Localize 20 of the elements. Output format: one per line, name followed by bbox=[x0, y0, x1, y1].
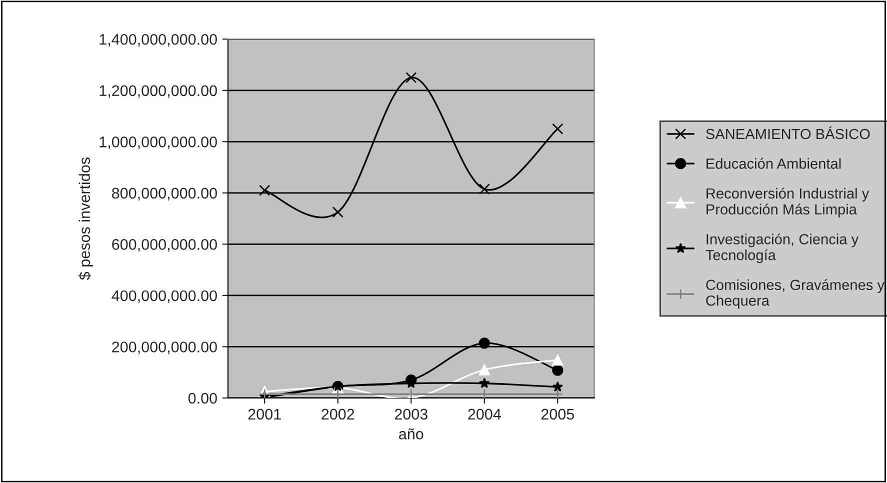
y-tick-label: 1,000,000,000.00 bbox=[100, 136, 217, 150]
legend-label: Investigación, Ciencia y Tecnología bbox=[706, 233, 859, 264]
x-tick-label: 2004 bbox=[468, 408, 501, 420]
y-tick-label: 400,000,000.00 bbox=[112, 290, 217, 303]
x-tick-label: 2005 bbox=[541, 408, 574, 420]
x-axis-title: año bbox=[399, 428, 424, 440]
legend-label: Comisiones, Gravámenes y Chequera bbox=[706, 279, 884, 309]
x-tick-label: 2002 bbox=[322, 408, 354, 420]
y-tick-label: 1,400,000,000.00 bbox=[100, 34, 217, 47]
legend-label: Educación Ambiental bbox=[706, 158, 841, 169]
y-tick-label: 200,000,000.00 bbox=[112, 342, 217, 354]
x-tick-label: 2001 bbox=[248, 408, 281, 420]
y-tick-label: 0.00 bbox=[188, 392, 217, 404]
y-axis-title: $ pesos invertidos bbox=[78, 158, 94, 280]
y-tick-label: 1,200,000,000.00 bbox=[100, 85, 217, 98]
legend-label: SANEAMIENTO BÁSICO bbox=[706, 126, 870, 140]
x-tick-label: 2003 bbox=[394, 408, 428, 420]
y-tick-label: 800,000,000.00 bbox=[112, 188, 217, 200]
y-tick-label: 600,000,000.00 bbox=[112, 239, 217, 252]
legend-label: Reconversión Industrial y Producción Más Limpia bbox=[706, 188, 870, 218]
